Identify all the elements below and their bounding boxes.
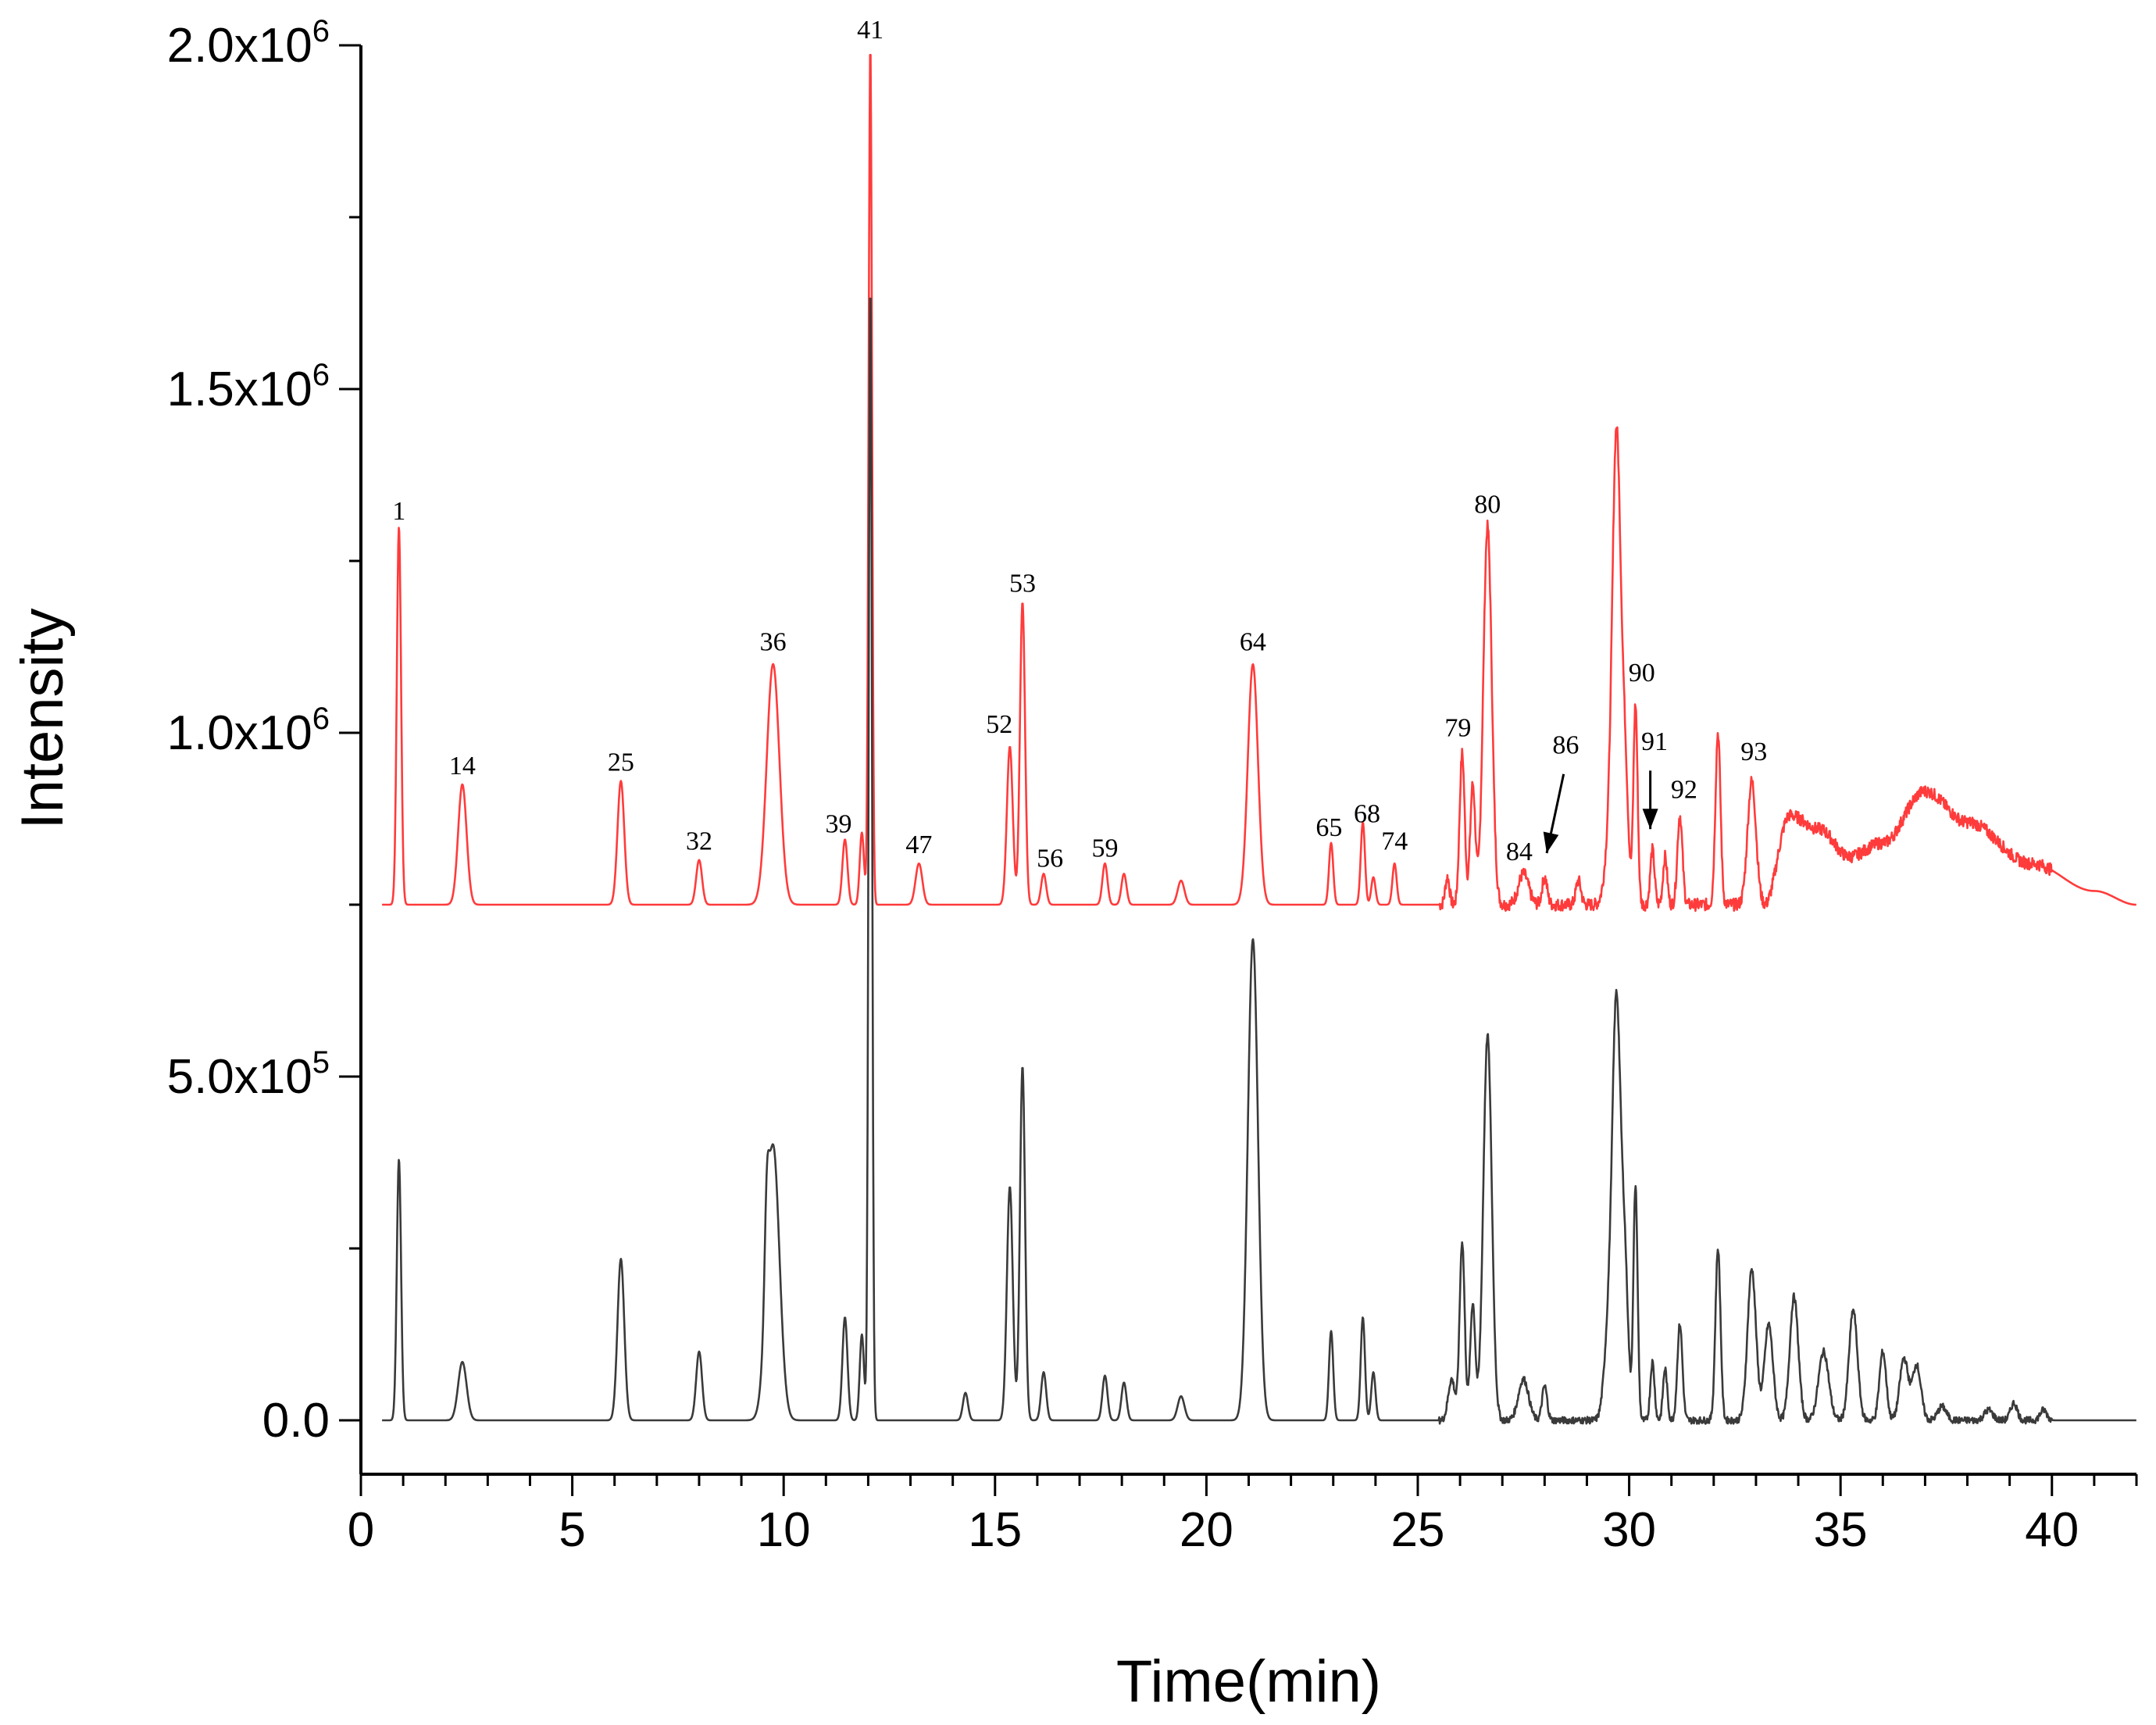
peak-label-79: 79 <box>1444 713 1471 742</box>
peak-label-91: 91 <box>1641 727 1668 756</box>
y-tick-label: 5.0x105 <box>167 1045 330 1104</box>
y-tick-label: 0.0 <box>262 1394 330 1448</box>
y-axis-title: Intensity <box>9 608 76 829</box>
peak-label-65: 65 <box>1315 813 1342 842</box>
peak-label-39: 39 <box>826 810 852 839</box>
x-tick-label: 10 <box>757 1503 811 1557</box>
peak-label-92: 92 <box>1671 776 1697 805</box>
peak-label-68: 68 <box>1354 799 1380 828</box>
x-tick-label: 30 <box>1602 1503 1656 1557</box>
peak-label-53: 53 <box>1009 570 1036 598</box>
annotation-arrow-head <box>1543 831 1559 853</box>
peak-label-93: 93 <box>1740 738 1767 766</box>
y-tick-label: 1.0x106 <box>167 702 330 760</box>
x-tick-label: 15 <box>968 1503 1022 1557</box>
x-axis-title: Time(min) <box>1116 1648 1381 1715</box>
peak-label-1: 1 <box>392 497 405 526</box>
peak-label-64: 64 <box>1240 627 1266 656</box>
peak-label-86: 86 <box>1552 730 1579 759</box>
y-tick-label: 2.0x106 <box>167 14 330 73</box>
series-layer <box>381 54 2137 1425</box>
peak-label-32: 32 <box>686 827 712 856</box>
peak-label-84: 84 <box>1506 838 1533 866</box>
x-tick-label: 25 <box>1390 1503 1444 1557</box>
peak-label-80: 80 <box>1474 490 1501 519</box>
annotation-arrow-head <box>1642 809 1658 830</box>
axes: 0 5 10 15 20 25 30 35 40 0.0 5.0x105 1.0x106 1.5x106… <box>167 14 2138 1557</box>
x-tick-label: 35 <box>1814 1503 1868 1557</box>
peak-label-36: 36 <box>760 627 787 656</box>
series-line-2 <box>381 297 2137 1425</box>
peak-label-74: 74 <box>1381 827 1408 856</box>
peak-label-14: 14 <box>449 752 476 780</box>
peak-label-41: 41 <box>857 16 883 45</box>
y-tick-label: 1.5x106 <box>167 358 330 416</box>
peak-label-56: 56 <box>1037 845 1063 873</box>
x-tick-label: 20 <box>1180 1503 1233 1557</box>
peak-label-59: 59 <box>1091 834 1118 862</box>
peak-label-25: 25 <box>608 748 634 777</box>
x-tick-label: 40 <box>2025 1503 2079 1557</box>
series-line-1 <box>381 54 2137 912</box>
peak-label-47: 47 <box>905 830 932 859</box>
peak-label-90: 90 <box>1629 659 1655 688</box>
x-tick-label: 0 <box>348 1503 374 1557</box>
peak-label-52: 52 <box>986 710 1012 739</box>
x-tick-label: 5 <box>559 1503 585 1557</box>
